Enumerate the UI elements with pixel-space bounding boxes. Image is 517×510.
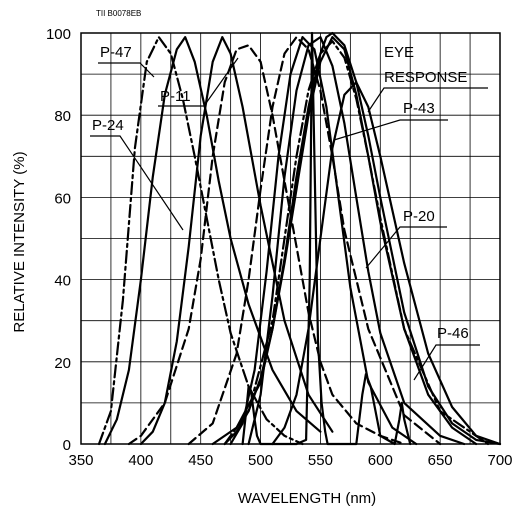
- label-p24: P-24: [92, 117, 124, 134]
- y-tick-label: 80: [54, 108, 71, 125]
- y-tick-label: 100: [46, 26, 71, 43]
- curves: [97, 31, 502, 446]
- label-eye: EYE: [384, 44, 414, 61]
- label-p20: P-20: [403, 208, 435, 225]
- x-tick-labels: 350 400 450 500 550 600 650 700: [68, 452, 512, 469]
- series-p-46: [271, 81, 502, 446]
- leader-p46: [413, 344, 480, 381]
- x-tick-label: 400: [128, 452, 153, 469]
- leader-p20: [365, 226, 447, 269]
- series-p-11: [139, 35, 334, 446]
- label-p46: P-46: [437, 325, 469, 342]
- y-tick-label: 60: [54, 190, 71, 207]
- series-p-47: [103, 35, 322, 446]
- x-tick-label: 550: [308, 452, 333, 469]
- y-tick-labels: 0 20 40 60 80 100: [46, 26, 71, 454]
- curve-annotations: P-47 P-11 P-24 EYE RESPONSE P-43 P-20 P-…: [90, 44, 488, 381]
- series-unlabeled-5: [229, 35, 418, 446]
- series-unlabeled-8: [223, 40, 490, 446]
- series-p-43: [241, 31, 412, 446]
- y-tick-label: 0: [63, 437, 71, 454]
- series-p-20: [223, 35, 478, 446]
- y-tick-label: 20: [54, 355, 71, 372]
- x-tick-label: 500: [248, 452, 273, 469]
- series-unlabeled-6: [247, 35, 466, 446]
- y-axis-label: RELATIVE INTENSITY (%): [11, 151, 28, 332]
- label-p11: P-11: [160, 88, 191, 105]
- series-unlabeled-3: [127, 44, 406, 446]
- label-p43: P-43: [403, 100, 435, 117]
- x-tick-label: 450: [188, 452, 213, 469]
- x-axis-label: WAVELENGTH (nm): [238, 490, 376, 507]
- label-response: RESPONSE: [384, 69, 467, 86]
- x-tick-label: 650: [428, 452, 453, 469]
- x-tick-label: 700: [487, 452, 512, 469]
- grid: [80, 32, 501, 445]
- leader-eye-response: [367, 87, 488, 113]
- leader-p47: [98, 62, 155, 78]
- y-tick-label: 40: [54, 273, 71, 290]
- leader-p43: [333, 119, 448, 141]
- series-unlabeled-4: [187, 35, 442, 446]
- leader-p24: [90, 135, 184, 231]
- leader-p11: [158, 57, 239, 107]
- label-p47: P-47: [100, 44, 132, 61]
- x-tick-label: 350: [68, 452, 93, 469]
- x-tick-label: 600: [368, 452, 393, 469]
- figure-code: TII B0078EB: [96, 9, 141, 18]
